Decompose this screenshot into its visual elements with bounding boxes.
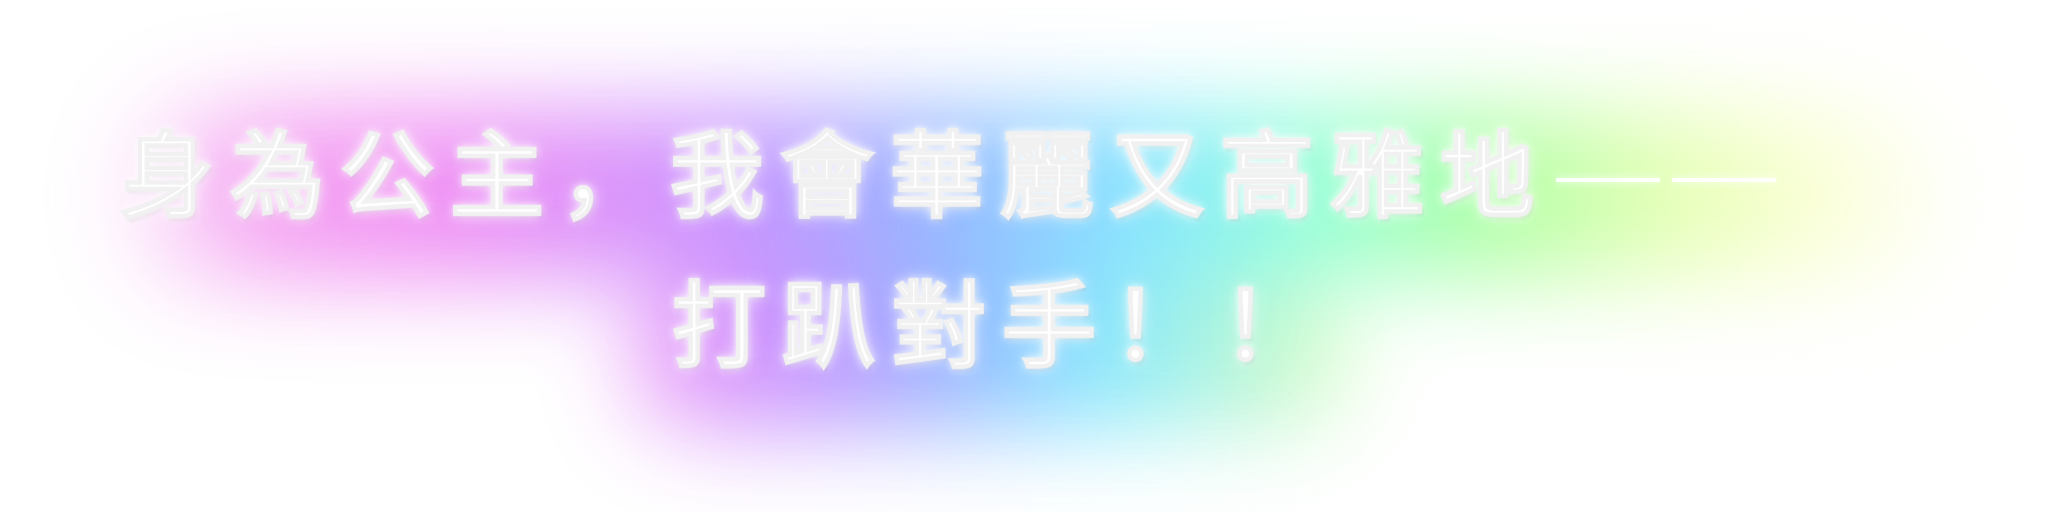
em-dash-2: —: [1672, 178, 1777, 183]
glow-band-line-2: [630, 280, 1350, 430]
em-dash-1: —: [1556, 178, 1661, 183]
caption-line-1-main-text: 身為公主，我會華麗又高雅地: [119, 123, 1551, 232]
caption-line-2: 打趴對手！！: [671, 273, 1333, 382]
glow-band-line-1: [110, 110, 1970, 280]
rainbow-glow-background: [70, 70, 1970, 450]
caption-line-1: 身為公主，我會華麗又高雅地——: [119, 127, 1782, 228]
